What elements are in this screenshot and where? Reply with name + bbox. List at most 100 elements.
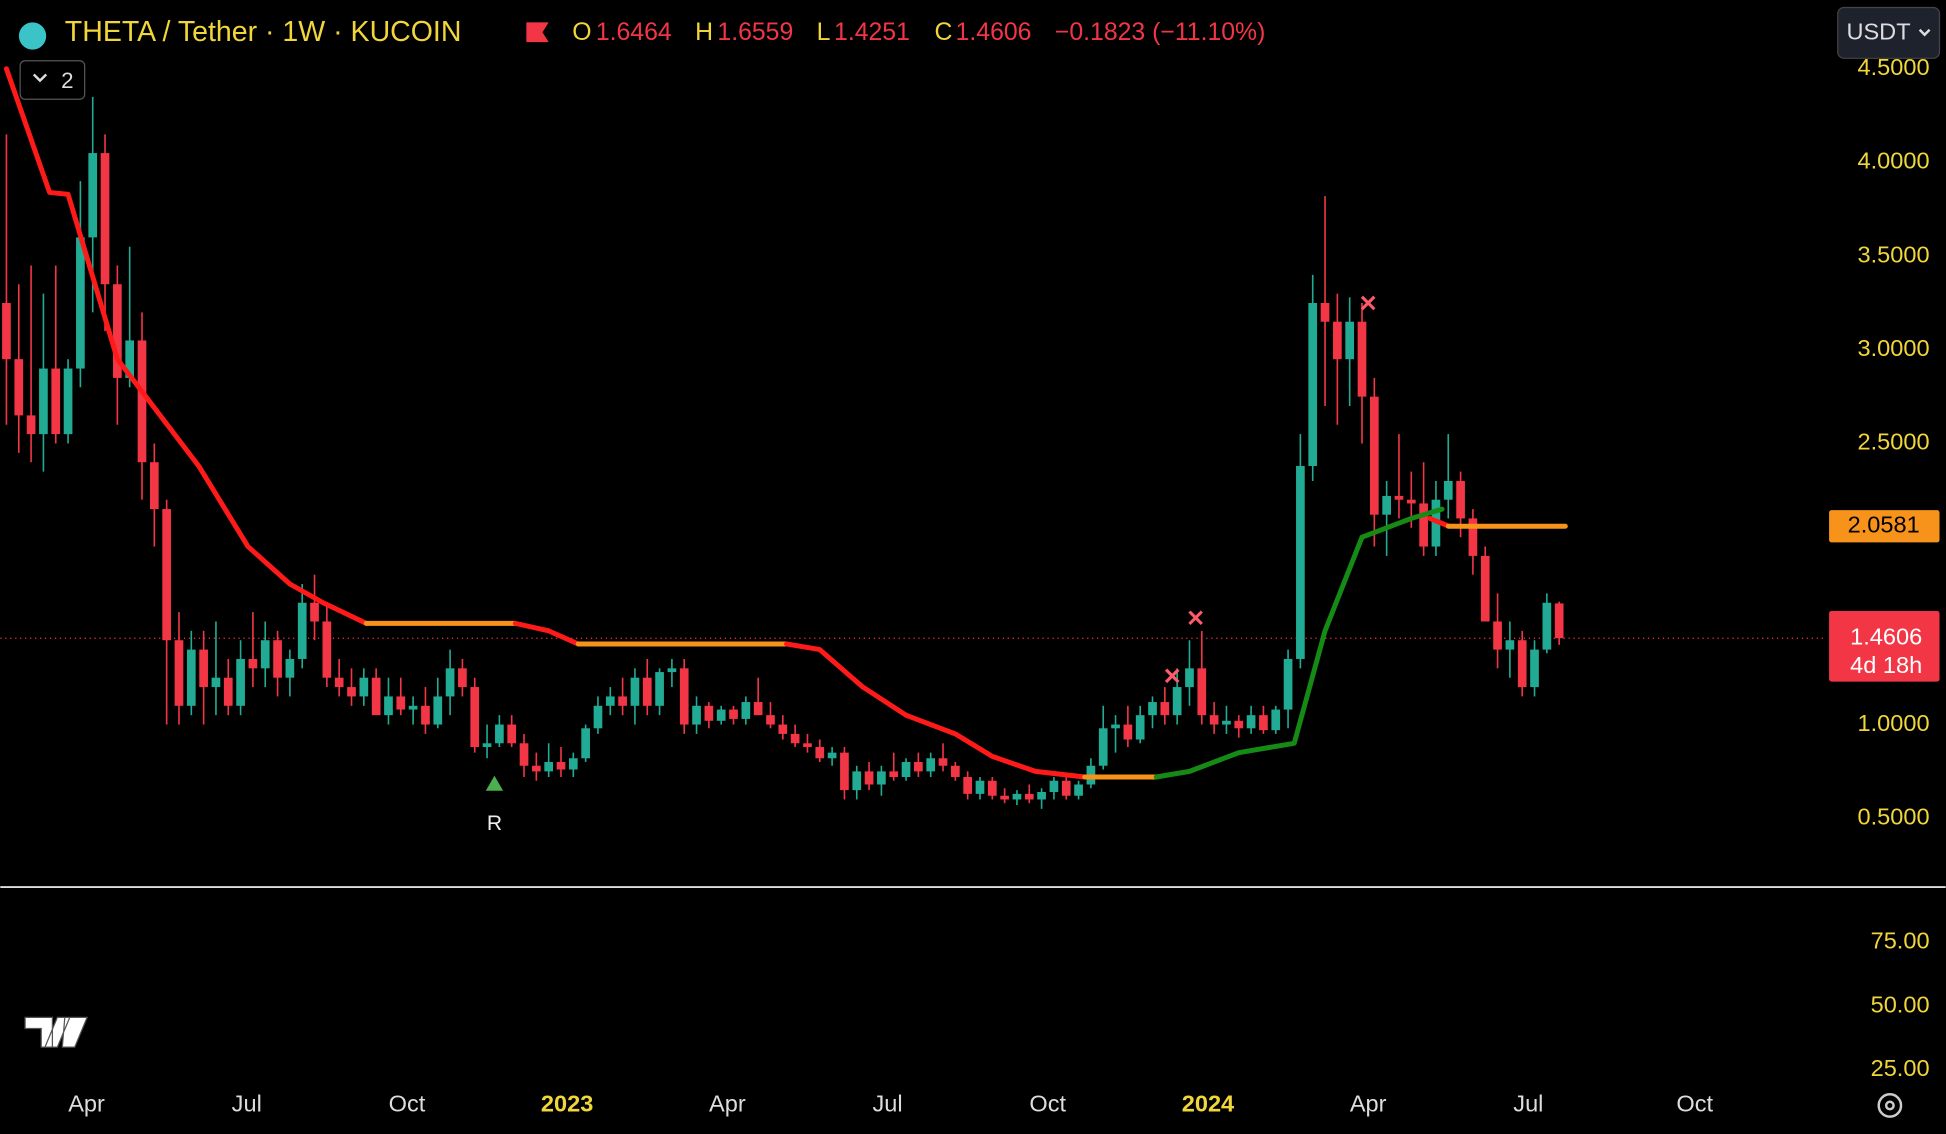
ohlc-key: O [572,19,591,46]
candle-body [901,762,911,778]
candle-body [421,705,430,725]
candle-body [310,602,319,622]
candle-body [1283,658,1293,710]
cross-marker [1360,295,1376,311]
candle-body [2,302,11,360]
candle-body [914,762,923,772]
candle-body [1493,621,1502,650]
candle-body [507,724,517,744]
currency-button[interactable] [1837,6,1941,59]
candle-body [975,780,985,794]
ohlc-value: 1.6559 [717,19,793,46]
y-tick-label: 3.0000 [1858,335,1930,361]
candle-body [852,771,862,791]
candle-body [655,672,664,706]
candle-body [371,677,381,716]
candle-body [630,677,640,706]
layers-button[interactable] [19,60,86,100]
candle-body [556,762,566,770]
candle-body [199,649,208,688]
triangle-marker [485,775,504,791]
candle-body [840,752,849,791]
cross-marker [1188,610,1203,626]
candle-body [679,668,689,725]
y-tick-label: 3.5000 [1858,241,1930,267]
ohlc-value: 1.4606 [956,19,1032,46]
lower-tick-label: 25.00 [1871,1055,1930,1081]
candle-body [273,640,282,678]
chevron [32,73,48,83]
settings-icon-center [1884,1100,1895,1111]
candle-body [741,702,751,719]
candle-body [1098,728,1108,766]
candle-body [729,709,738,719]
plot [0,66,1825,809]
candle-body [926,758,936,772]
candle-body [1074,784,1083,796]
candle-body [174,640,184,706]
trend-line [3,66,369,626]
candle-body [63,368,73,435]
level-box [1829,510,1940,543]
ohlc-value: 1.4251 [834,19,910,46]
candle-body [322,621,332,678]
candle-body [815,747,825,759]
candle-body [1135,715,1145,740]
candle-body [14,359,24,416]
candle-body [1111,724,1120,729]
flag[interactable] [526,22,549,43]
candle-body [137,340,147,463]
candle-body [334,677,344,688]
candle-body [1530,649,1539,688]
candle-body [704,705,714,721]
ohlc-key: L [817,19,831,46]
ohlc-key: H [695,19,713,46]
candle-body [125,340,135,378]
candle-body [162,509,171,641]
candle-body [1357,321,1367,397]
marker-label: R [487,812,502,835]
y-tick-label: 2.5000 [1858,429,1930,455]
trend-line [1427,515,1451,529]
candle-body [1049,780,1059,792]
candle-body [236,658,245,706]
candle-body [1172,687,1182,716]
candle-body [1468,518,1478,556]
candle-body [248,658,258,669]
lower-tick-label: 75.00 [1871,928,1930,954]
candle-body [100,153,110,285]
change: −0.1823 (−11.10%) [1055,19,1265,46]
settings-icon[interactable] [1877,1093,1903,1118]
candle-body [1505,640,1515,650]
candle-body [408,705,418,710]
candle-body [1542,602,1552,650]
candle-body [149,462,159,510]
candle-body [495,724,504,744]
candle-body [1369,396,1379,515]
candle-body [1406,499,1416,504]
candle-body [1000,795,1009,800]
candle-body [593,705,603,729]
candle-body [1037,791,1046,800]
candle-body [581,728,590,759]
candle-body [1271,709,1281,731]
currency: USDT [1846,19,1910,45]
candle-body [568,758,578,770]
candle-body [766,715,775,725]
candle-body [482,743,492,748]
candle-body [1012,793,1022,800]
y-tick-label: 4.5000 [1858,54,1930,80]
x-tick-label: 2024 [1182,1091,1234,1117]
candle-body [1517,640,1527,688]
candle-body [458,668,467,688]
tradingview-logo[interactable] [24,1016,89,1048]
candle-body [618,696,627,706]
trend-line [1153,506,1445,780]
countdown: 4d 18h [1850,652,1922,678]
candle-body [260,640,270,669]
candle-body [76,237,85,369]
x-tick-label: Apr [1350,1091,1387,1117]
level-label: 2.0581 [1848,512,1920,538]
